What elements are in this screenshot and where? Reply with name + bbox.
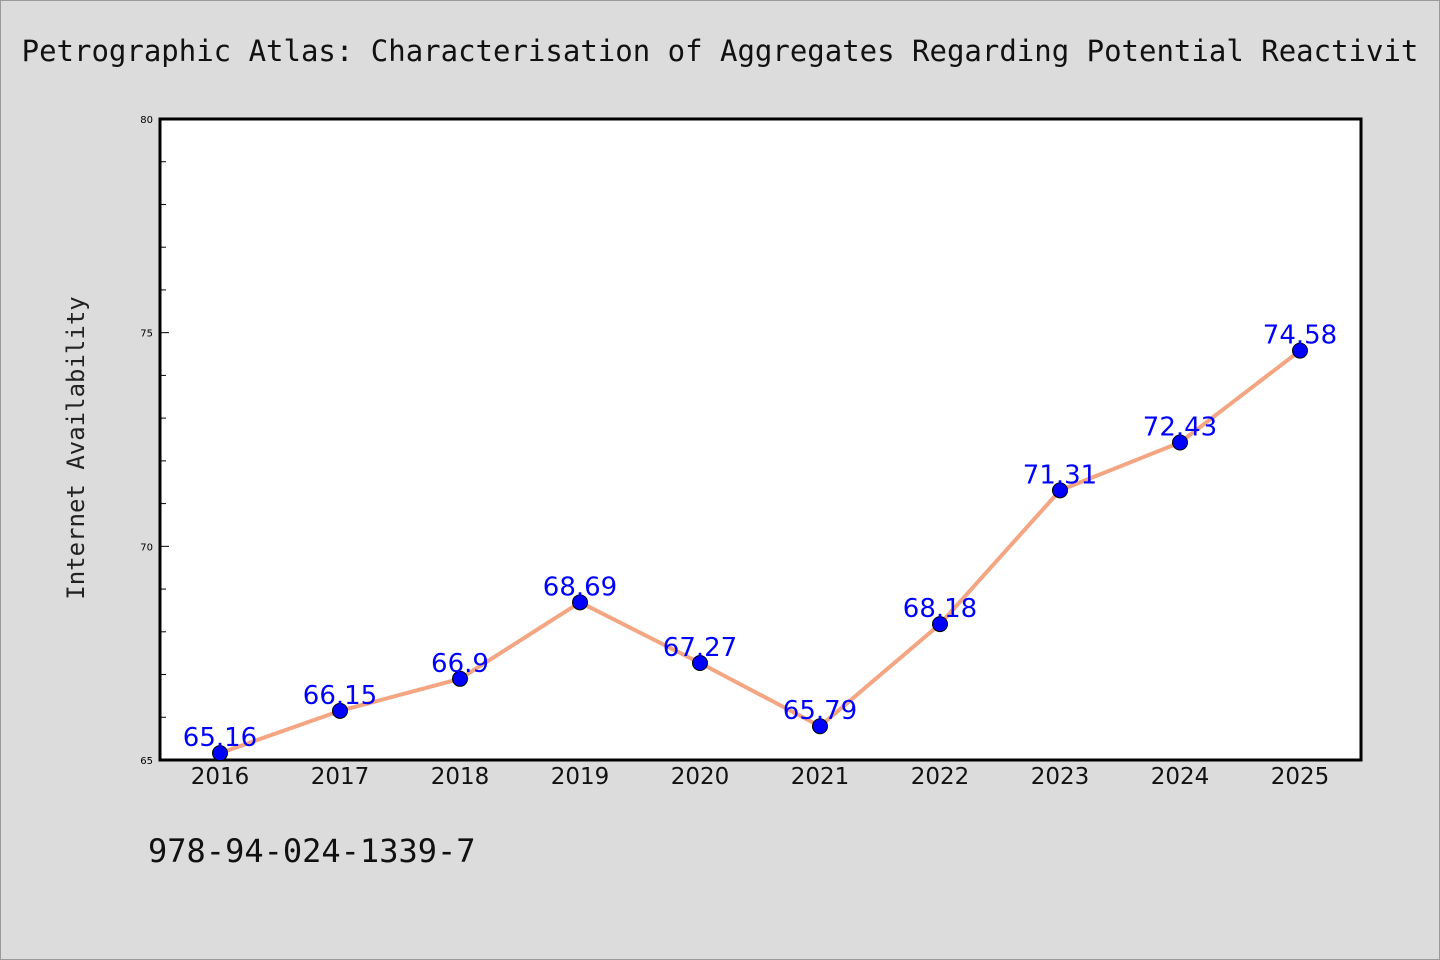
- series-line: [218, 348, 1302, 756]
- plot-area: [158, 117, 1363, 762]
- y-axis: 65 70 75 80: [140, 115, 169, 767]
- data-point-marker: [812, 718, 828, 735]
- series-line-group: [218, 348, 1302, 756]
- data-point-marker: [572, 594, 588, 611]
- x-axis: 2016 2017 2018 2019 2020 2021 2022 2023 2024 2025: [191, 764, 1330, 790]
- data-point-marker: [332, 702, 348, 719]
- data-label: 72.43: [1143, 412, 1217, 442]
- x-tick-label: 2020: [671, 764, 730, 790]
- x-tick-label: 2017: [311, 764, 370, 790]
- data-point-marker: [452, 670, 468, 687]
- data-labels-group: 65.16 66.15 66.9 68.69 67.27 65.79 68.18 71.31 7…: [183, 321, 1337, 754]
- data-label: 66.9: [431, 649, 489, 679]
- x-tick-label: 2025: [1271, 764, 1330, 790]
- data-label: 71.31: [1023, 460, 1097, 490]
- data-point-marker: [212, 745, 228, 762]
- data-point-marker: [1172, 434, 1188, 451]
- data-point-marker: [1292, 342, 1308, 359]
- data-label: 68.69: [543, 572, 617, 602]
- x-tick-label: 2019: [551, 764, 610, 790]
- data-label: 65.79: [783, 696, 857, 726]
- data-label: 74.58: [1263, 321, 1337, 351]
- y-tick-label: 80: [140, 115, 153, 126]
- y-tick-label: 70: [140, 542, 153, 553]
- chart-title: Petrographic Atlas: Characterisation of …: [21, 34, 1419, 68]
- x-tick-label: 2023: [1031, 764, 1090, 790]
- x-tick-label: 2018: [431, 764, 490, 790]
- x-tick-label: 2024: [1151, 764, 1210, 790]
- x-tick-label: 2021: [791, 764, 850, 790]
- markers-group: [212, 342, 1308, 762]
- data-point-marker: [932, 616, 948, 633]
- data-point-marker: [1052, 482, 1068, 499]
- data-point-marker: [692, 654, 708, 671]
- isbn-text: 978-94-024-1339-7: [148, 832, 476, 870]
- data-label: 65.16: [183, 723, 257, 753]
- data-label: 66.15: [303, 681, 377, 711]
- x-tick-label: 2022: [911, 764, 970, 790]
- y-tick-label: 65: [140, 756, 153, 767]
- data-label: 67.27: [663, 633, 737, 663]
- x-tick-label: 2016: [191, 764, 250, 790]
- y-tick-label: 75: [140, 329, 153, 340]
- data-label: 68.18: [903, 594, 977, 624]
